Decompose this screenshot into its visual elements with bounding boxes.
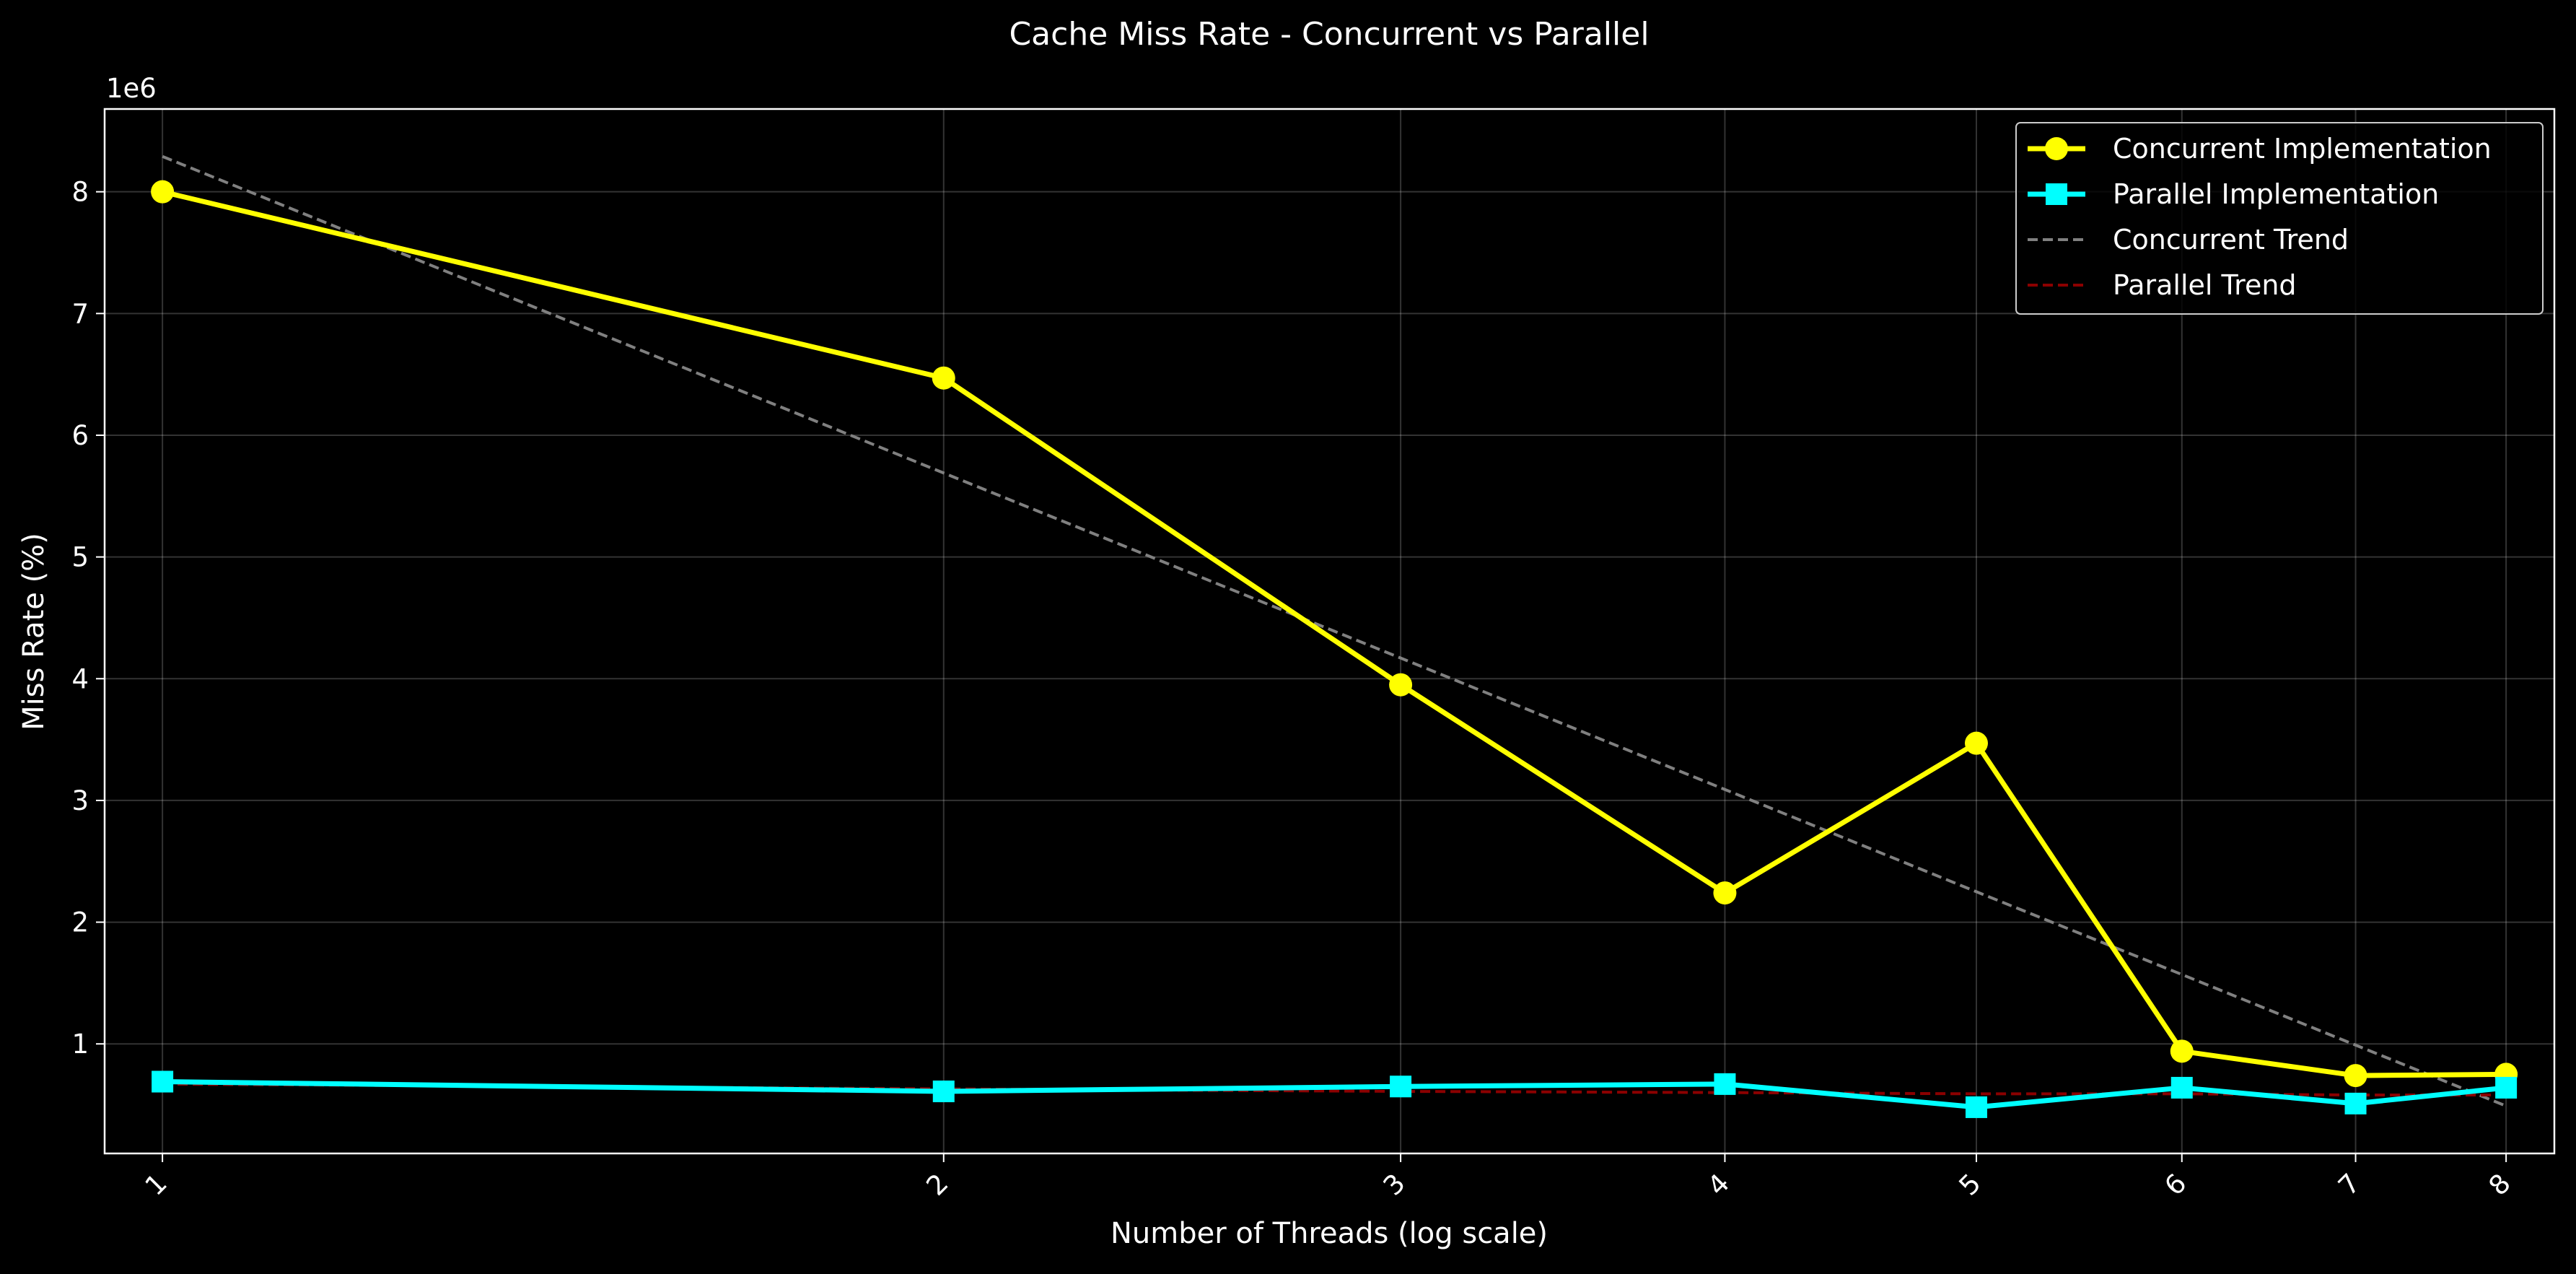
concurrent-implementation-point — [1389, 673, 1413, 697]
concurrent-implementation-point — [1713, 881, 1737, 905]
y-tick-label: 8 — [71, 177, 89, 208]
concurrent-trend-legend-label: Concurrent Trend — [2113, 224, 2349, 256]
parallel-implementation-legend-label: Parallel Implementation — [2113, 178, 2439, 210]
parallel-implementation-line — [162, 1078, 2507, 1110]
parallel-trend-legend-label: Parallel Trend — [2113, 269, 2297, 301]
y-tick-label: 1 — [71, 1029, 89, 1060]
concurrent-implementation-legend-marker — [2045, 137, 2068, 160]
parallel-implementation-point — [1714, 1073, 1736, 1095]
parallel-implementation-legend-marker — [2046, 183, 2067, 205]
concurrent-implementation-point — [2170, 1039, 2194, 1063]
parallel-implementation-point — [2170, 1076, 2193, 1099]
concurrent-implementation-line — [162, 189, 2507, 1078]
legend-box — [2015, 122, 2544, 315]
y-offset-text: 1e6 — [106, 73, 157, 104]
series-layer — [151, 154, 2518, 1118]
x-axis-label: Number of Threads (log scale) — [1110, 1217, 1548, 1250]
concurrent-implementation-point — [1964, 731, 1988, 755]
concurrent-implementation-point — [932, 366, 955, 390]
parallel-implementation-point — [2495, 1076, 2518, 1099]
legend: Concurrent Implementation Parallel Implem… — [2015, 122, 2544, 315]
parallel-implementation-point — [152, 1070, 174, 1093]
plot-frame — [103, 108, 2556, 1155]
parallel-implementation-point — [932, 1080, 955, 1102]
parallel-implementation-point — [1965, 1096, 1987, 1118]
y-tick-label: 6 — [71, 420, 89, 451]
parallel-implementation-point — [2344, 1092, 2367, 1114]
parallel-implementation-point — [1390, 1076, 1412, 1098]
concurrent-implementation-point — [2344, 1064, 2367, 1088]
concurrent-trend-line — [162, 154, 2507, 1108]
y-tick-label: 7 — [71, 298, 89, 329]
y-axis-label: Miss Rate (%) — [17, 533, 51, 730]
concurrent-implementation-legend-label: Concurrent Implementation — [2113, 133, 2492, 165]
concurrent-implementation-point — [151, 180, 175, 204]
y-tick-label: 5 — [71, 542, 89, 573]
y-tick-label: 3 — [71, 785, 89, 816]
y-tick-label: 4 — [71, 663, 89, 694]
chart-title: Cache Miss Rate - Concurrent vs Parallel — [1009, 16, 1649, 53]
y-tick-label: 2 — [71, 907, 89, 938]
